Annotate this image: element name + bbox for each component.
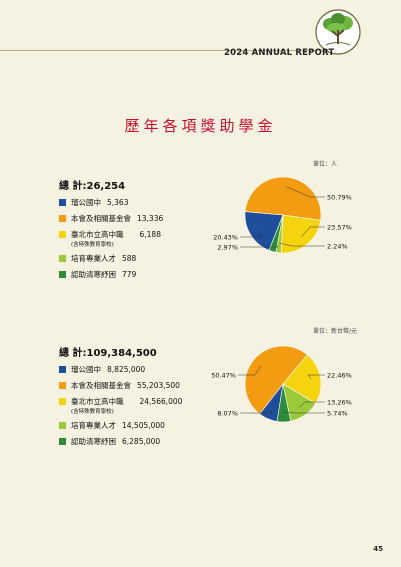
- pie-leader-line: [240, 229, 263, 238]
- pie-chart-people: 50.79% 23.57% 2.24% 2.97% 20.43%: [213, 176, 352, 254]
- legend-swatch: [59, 382, 66, 389]
- pie-leader-line: [240, 242, 279, 248]
- pie-leader-line: [240, 410, 273, 414]
- legend-label: 瑠公國中: [71, 198, 101, 207]
- legend-swatch: [59, 215, 66, 222]
- pie-chart-twd: 50.47% 22.46% 13.26% 5.74% 8.07%: [211, 345, 352, 423]
- total-twd: 總 計:109,384,500: [59, 344, 157, 359]
- pie-leader-line: [307, 374, 325, 380]
- legend-sublabel: (含特殊教育學校): [71, 409, 114, 415]
- legend-twd: 瑠公國中 8,825,000 本會及相關基金會 55,203,500 臺北市立高中職…: [59, 364, 229, 454]
- legend-value: 13,336: [137, 214, 164, 223]
- page-number: 45: [373, 545, 383, 553]
- annual-report-label: 2024 ANNUAL REPORT: [224, 48, 335, 58]
- pie-value-label: 20.43%: [213, 233, 238, 241]
- legend-label: 瑠公國中: [71, 365, 101, 374]
- pie-slice: [244, 211, 284, 251]
- legend-label: 認助清寒紓困: [71, 270, 116, 279]
- legend-item: 瑠公國中 5,363: [59, 197, 128, 208]
- legend-item: 培育專業人才 588: [59, 253, 136, 264]
- legend-item: 瑠公國中 8,825,000: [59, 364, 145, 375]
- legend-swatch: [59, 366, 66, 373]
- pie-value-label: 50.79%: [327, 193, 352, 201]
- pie-leader-line: [238, 365, 262, 376]
- legend-swatch: [59, 422, 66, 429]
- legend-value: 779: [122, 270, 137, 279]
- pie-leader-line: [286, 186, 325, 198]
- legend-swatch: [59, 398, 66, 405]
- total-label: 總 計:: [59, 348, 87, 359]
- legend-value: 24,566,000: [139, 397, 183, 406]
- pie-value-label: 2.24%: [327, 242, 348, 250]
- total-value: 109,384,500: [86, 348, 157, 359]
- legend-swatch: [59, 438, 66, 445]
- legend-label: 臺北市立高中職: [71, 230, 124, 239]
- legend-label: 認助清寒紓困: [71, 437, 116, 446]
- legend-value: 8,825,000: [107, 365, 146, 374]
- legend-item: 認助清寒紓困 6,285,000: [59, 436, 160, 447]
- legend-label: 培育專業人才: [71, 421, 116, 430]
- legend-value: 14,505,000: [122, 421, 165, 430]
- pie-leader-line: [279, 243, 325, 247]
- legend-label: 本會及相關基金會: [71, 381, 131, 390]
- pie-slice: [282, 354, 322, 404]
- legend-swatch: [59, 231, 66, 238]
- legend-value: 6,285,000: [122, 437, 161, 446]
- legend-label: 臺北市立高中職: [71, 397, 124, 406]
- pie-leader-line: [300, 226, 325, 238]
- pie-value-label: 50.47%: [211, 371, 236, 379]
- legend-label: 培育專業人才: [71, 254, 116, 263]
- legend-item: 本會及相關基金會 55,203,500: [59, 380, 180, 391]
- legend-swatch: [59, 255, 66, 262]
- pie-value-label: 23.57%: [327, 223, 352, 231]
- legend-label: 本會及相關基金會: [71, 214, 131, 223]
- pie-value-label: 2.97%: [217, 243, 238, 251]
- header-rule: [0, 50, 330, 51]
- total-value: 26,254: [86, 181, 126, 192]
- pie-value-label: 8.07%: [217, 409, 238, 417]
- legend-value: 588: [122, 254, 137, 263]
- legend-swatch: [59, 199, 66, 206]
- legend-item: 認助清寒紓困 779: [59, 269, 136, 280]
- unit-label-twd: 單位：新台幣/元: [313, 328, 358, 335]
- total-people: 總 計:26,254: [59, 177, 125, 192]
- pie-slice: [280, 214, 321, 254]
- legend-value: 5,363: [107, 198, 129, 207]
- legend-value: 55,203,500: [137, 381, 180, 390]
- legend-item: 臺北市立高中職 6,188 (含特殊教育學校): [59, 229, 161, 248]
- tree-emblem-icon: [315, 9, 361, 55]
- pie-slice: [268, 214, 284, 253]
- legend-swatch: [59, 271, 66, 278]
- legend-item: 本會及相關基金會 13,336: [59, 213, 163, 224]
- pie-value-label: 5.74%: [327, 409, 348, 417]
- pie-leader-line: [283, 412, 325, 414]
- legend-value: 6,188: [139, 230, 161, 239]
- legend-item: 培育專業人才 14,505,000: [59, 420, 165, 431]
- pie-leader-line: [299, 401, 325, 408]
- legend-people: 瑠公國中 5,363 本會及相關基金會 13,336 臺北市立高中職 6,188 (含…: [59, 197, 219, 287]
- pie-slice: [244, 345, 308, 415]
- total-label: 總 計:: [59, 181, 87, 192]
- page-title: 歷年各項獎助學金: [124, 117, 277, 135]
- pie-value-label: 13.26%: [327, 398, 352, 406]
- pie-slice: [244, 176, 322, 221]
- legend-item: 臺北市立高中職 24,566,000 (含特殊教育學校): [59, 396, 182, 415]
- unit-label-people: 單位：人: [313, 161, 338, 168]
- pie-value-label: 22.46%: [327, 371, 352, 379]
- legend-sublabel: (含特殊教育學校): [71, 242, 114, 248]
